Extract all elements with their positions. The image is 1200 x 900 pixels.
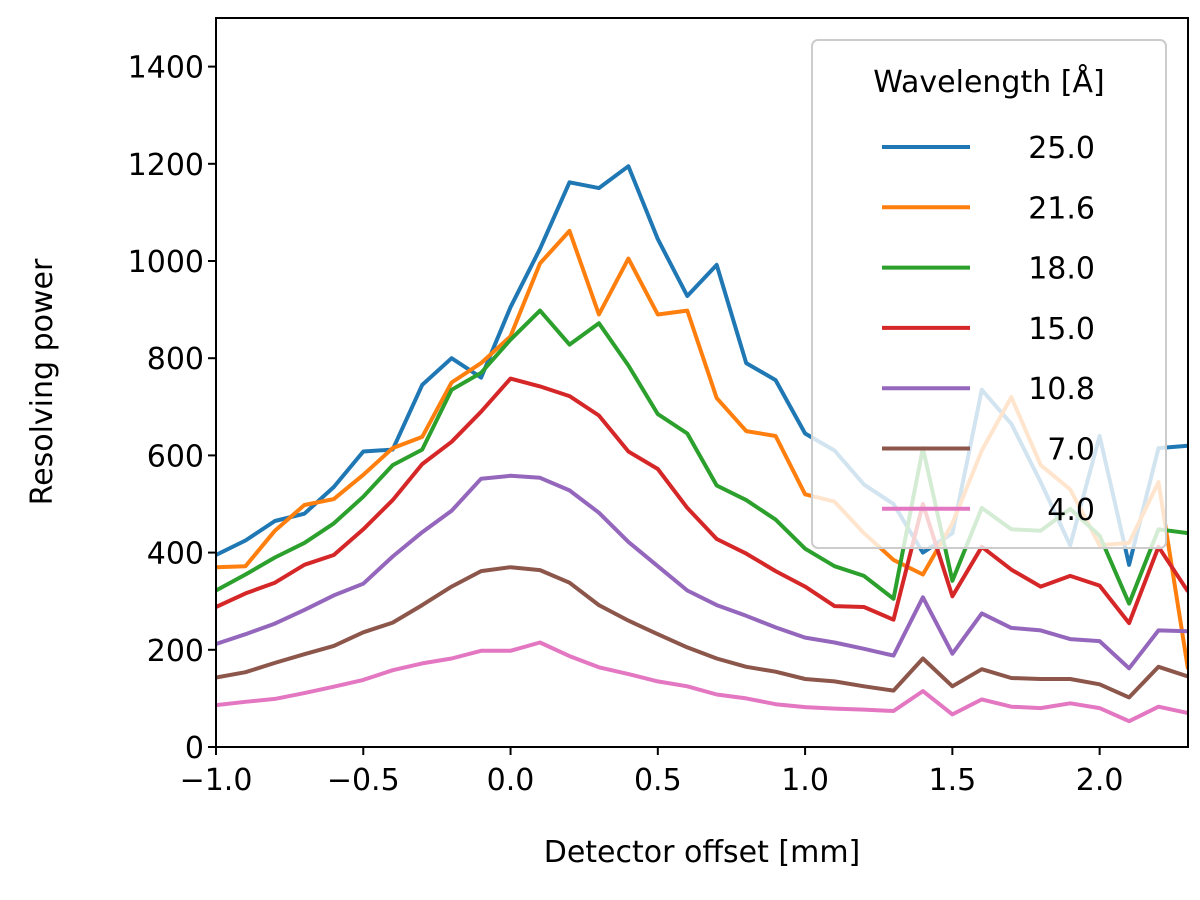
y-tick-label: 0 <box>185 731 204 766</box>
y-tick-label: 600 <box>147 439 204 474</box>
series-line-7.0 <box>216 565 1188 700</box>
legend-label-4.0: 4.0 <box>1047 493 1095 528</box>
legend-label-21.6: 21.6 <box>1028 191 1095 226</box>
series-line-10.8 <box>216 473 1188 671</box>
plot-frame <box>215 17 1189 748</box>
series-layer <box>216 164 1188 724</box>
legend-label-7.0: 7.0 <box>1047 433 1095 468</box>
series-line-15.0 <box>216 376 1188 626</box>
legend-label-15.0: 15.0 <box>1028 312 1095 347</box>
y-axis-label: Resolving power <box>25 258 60 505</box>
y-tick-label: 1200 <box>128 148 204 183</box>
x-tick-label: 1.0 <box>781 763 829 798</box>
x-tick-label: 1.5 <box>929 763 977 798</box>
x-tick-label: −1.0 <box>180 763 253 798</box>
x-axis-label: Detector offset [mm] <box>544 835 861 870</box>
axes-layer: −1.0 −0.5 0.0 0.5 1.0 1.5 2.0 0 200 400 600 800 1000… <box>128 17 1189 798</box>
x-tick-label: 0.5 <box>634 763 682 798</box>
y-tick-label: 200 <box>147 634 204 669</box>
y-tick-label: 1000 <box>128 245 204 280</box>
legend-box <box>811 39 1167 549</box>
legend-label-10.8: 10.8 <box>1028 372 1095 407</box>
legend-title: Wavelength [Å] <box>873 64 1104 100</box>
x-tick-label: 0.0 <box>487 763 535 798</box>
y-tick-label: 800 <box>147 342 204 377</box>
x-tick-label: 2.0 <box>1076 763 1124 798</box>
x-tick-label: −0.5 <box>327 763 400 798</box>
legend: Wavelength [Å] 25.0 21.6 18.0 15.0 10.8 7.0 4.0 <box>811 39 1167 549</box>
legend-label-25.0: 25.0 <box>1028 131 1095 166</box>
y-tick-label: 1400 <box>128 51 204 86</box>
y-tick-label: 400 <box>147 537 204 572</box>
series-line-4.0 <box>216 640 1188 724</box>
legend-label-18.0: 18.0 <box>1028 252 1095 287</box>
